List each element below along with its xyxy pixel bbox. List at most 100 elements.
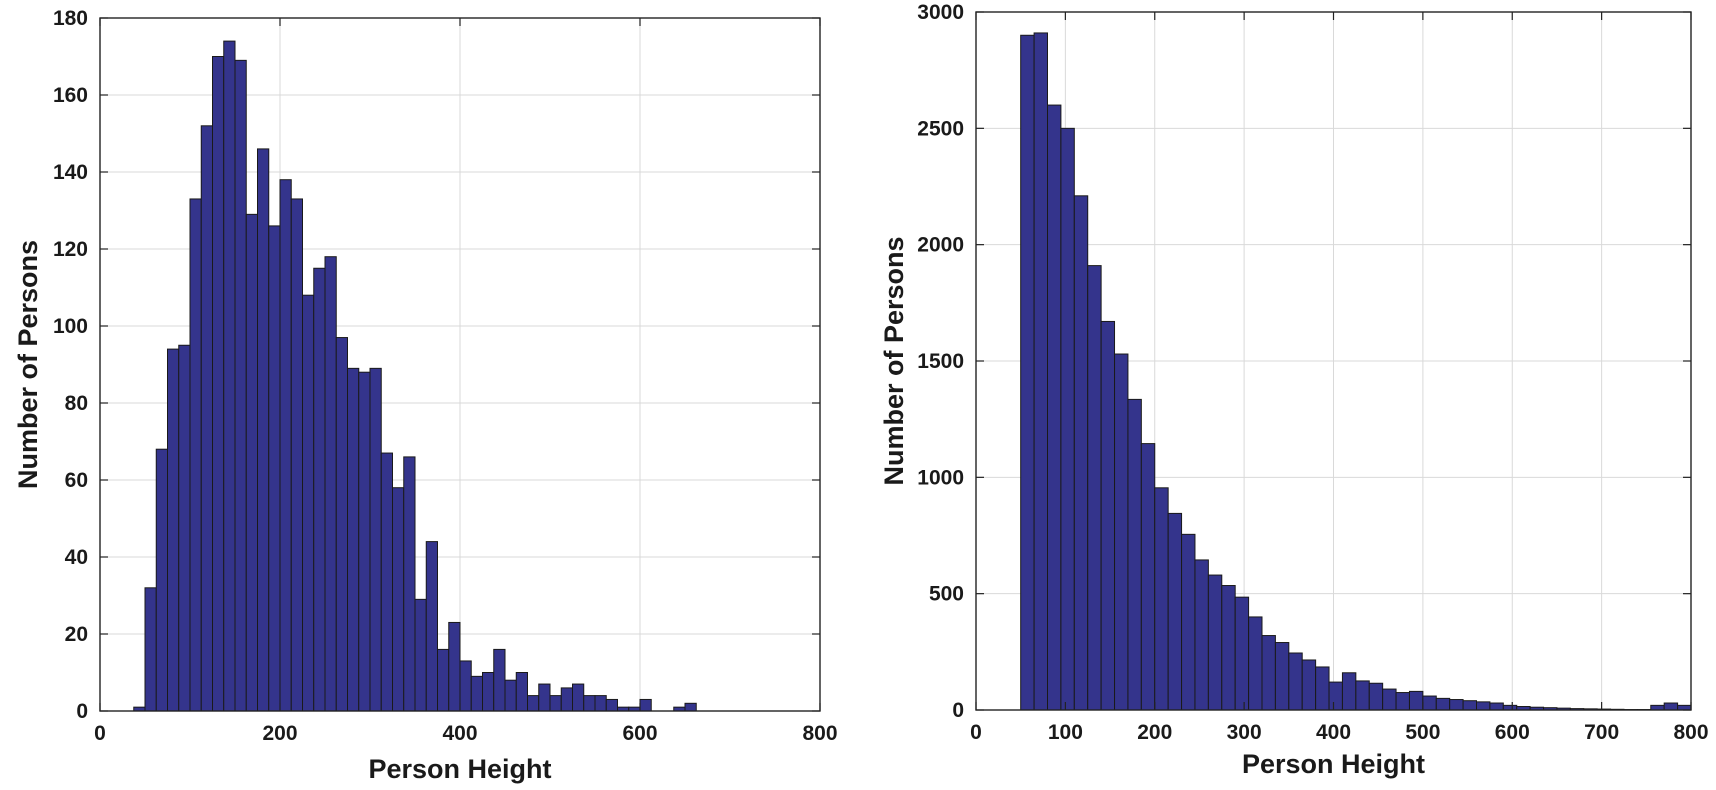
left-y-tick-labels: 0 20 40 60 80 100 120 140 160 180 [53, 7, 88, 723]
right-y-tick-label-6: 3000 [917, 1, 964, 24]
right-bar-4 [1073, 195, 1089, 711]
right-histogram: 0 100 200 300 400 500 600 700 800 0 500 1000 1500 20… [879, 1, 1709, 779]
left-y-tick-label-5: 100 [53, 315, 88, 338]
right-bar-35 [1489, 702, 1504, 711]
right-y-tick-label-4: 2000 [917, 234, 964, 257]
left-x-axis-title: Person Height [368, 754, 551, 784]
right-bar-26 [1368, 682, 1384, 711]
left-y-tick-label-9: 180 [53, 7, 88, 30]
left-bar-11 [245, 213, 258, 712]
right-bar-29 [1408, 690, 1424, 711]
left-bar-46 [639, 698, 652, 712]
right-bar-15 [1221, 585, 1236, 711]
right-x-tick-label-2: 200 [1137, 721, 1172, 744]
left-bar-32 [482, 672, 495, 712]
right-bar-10 [1154, 487, 1169, 711]
right-bar-22 [1315, 666, 1330, 711]
left-bar-25 [403, 456, 416, 712]
left-bar-13 [268, 225, 281, 712]
right-y-tick-label-5: 2500 [917, 117, 964, 140]
right-bar-27 [1382, 688, 1397, 711]
right-bar-28 [1395, 692, 1410, 711]
right-bar-19 [1274, 642, 1290, 711]
right-x-axis-title: Person Height [1242, 749, 1425, 779]
right-bar-48 [1663, 702, 1679, 711]
right-bar-18 [1261, 635, 1276, 711]
right-bar-33 [1462, 700, 1477, 711]
left-bar-28 [437, 648, 450, 712]
right-x-tick-label-7: 700 [1584, 721, 1619, 744]
left-y-tick-label-0: 0 [76, 700, 88, 723]
left-bar-16 [302, 294, 315, 712]
left-bar-7 [200, 125, 213, 712]
left-bar-9 [223, 40, 236, 712]
right-x-tick-label-5: 500 [1405, 721, 1440, 744]
right-bar-6 [1100, 320, 1116, 711]
right-ticks [975, 11, 1692, 711]
right-bar-34 [1476, 701, 1491, 711]
left-x-tick-label-4: 800 [802, 722, 837, 745]
right-bar-32 [1449, 699, 1464, 711]
left-y-tick-label-6: 120 [53, 238, 88, 261]
left-bar-22 [369, 367, 382, 712]
left-bar-8 [212, 56, 225, 712]
left-histogram: 0 200 400 600 800 0 20 40 60 80 100 120 140 160 180 P… [13, 7, 838, 784]
left-bar-18 [324, 256, 337, 712]
right-bar-11 [1167, 512, 1183, 711]
right-bar-0 [1020, 34, 1035, 711]
left-bar-33 [493, 648, 506, 712]
right-bars [1020, 32, 1692, 711]
left-y-tick-label-3: 60 [65, 469, 88, 492]
right-x-tick-label-3: 300 [1227, 721, 1262, 744]
right-bar-13 [1194, 559, 1209, 711]
left-bar-23 [380, 452, 393, 712]
right-y-axis-title: Number of Persons [879, 236, 909, 485]
right-bar-31 [1435, 697, 1451, 711]
right-bar-17 [1248, 616, 1263, 711]
right-bar-30 [1422, 695, 1437, 711]
right-bar-14 [1207, 574, 1223, 711]
right-bar-12 [1181, 533, 1196, 711]
right-y-tick-label-1: 500 [929, 583, 964, 606]
right-bar-25 [1355, 680, 1370, 711]
left-y-tick-label-4: 80 [65, 392, 88, 415]
right-x-tick-label-8: 800 [1673, 721, 1708, 744]
left-bar-38 [549, 695, 562, 712]
left-bar-37 [538, 683, 551, 712]
right-bar-24 [1341, 672, 1357, 711]
right-x-tick-label-4: 400 [1316, 721, 1351, 744]
right-bar-20 [1288, 652, 1303, 711]
left-x-tick-label-1: 200 [262, 722, 297, 745]
left-bar-24 [392, 487, 405, 712]
left-bar-34 [504, 679, 517, 712]
left-y-tick-label-2: 40 [65, 546, 88, 569]
left-bar-50 [684, 702, 697, 712]
right-y-tick-label-2: 1000 [917, 466, 964, 489]
right-bar-3 [1060, 127, 1075, 711]
left-bar-39 [560, 687, 573, 712]
left-bar-10 [234, 59, 247, 712]
right-bar-2 [1047, 104, 1062, 711]
left-x-tick-label-0: 0 [94, 722, 106, 745]
left-y-tick-label-8: 160 [53, 84, 88, 107]
left-bar-29 [448, 621, 461, 712]
left-bar-42 [594, 695, 607, 712]
right-x-tick-label-6: 600 [1495, 721, 1530, 744]
left-bar-43 [605, 698, 618, 712]
right-bar-8 [1127, 398, 1142, 711]
left-x-tick-label-2: 400 [442, 722, 477, 745]
left-bar-31 [470, 675, 483, 712]
right-bar-16 [1234, 596, 1250, 711]
left-y-axis-title: Number of Persons [13, 240, 43, 489]
right-y-tick-labels: 0 500 1000 1500 2000 2500 3000 [917, 1, 964, 722]
left-bar-15 [290, 198, 303, 712]
left-bar-6 [189, 198, 202, 712]
left-x-tick-labels: 0 200 400 600 800 [94, 722, 837, 745]
right-x-tick-label-1: 100 [1048, 721, 1083, 744]
left-bar-2 [144, 587, 157, 712]
right-y-tick-label-3: 1500 [917, 350, 964, 373]
left-bar-30 [459, 660, 472, 712]
right-bar-9 [1140, 443, 1156, 711]
right-bar-23 [1328, 681, 1343, 711]
